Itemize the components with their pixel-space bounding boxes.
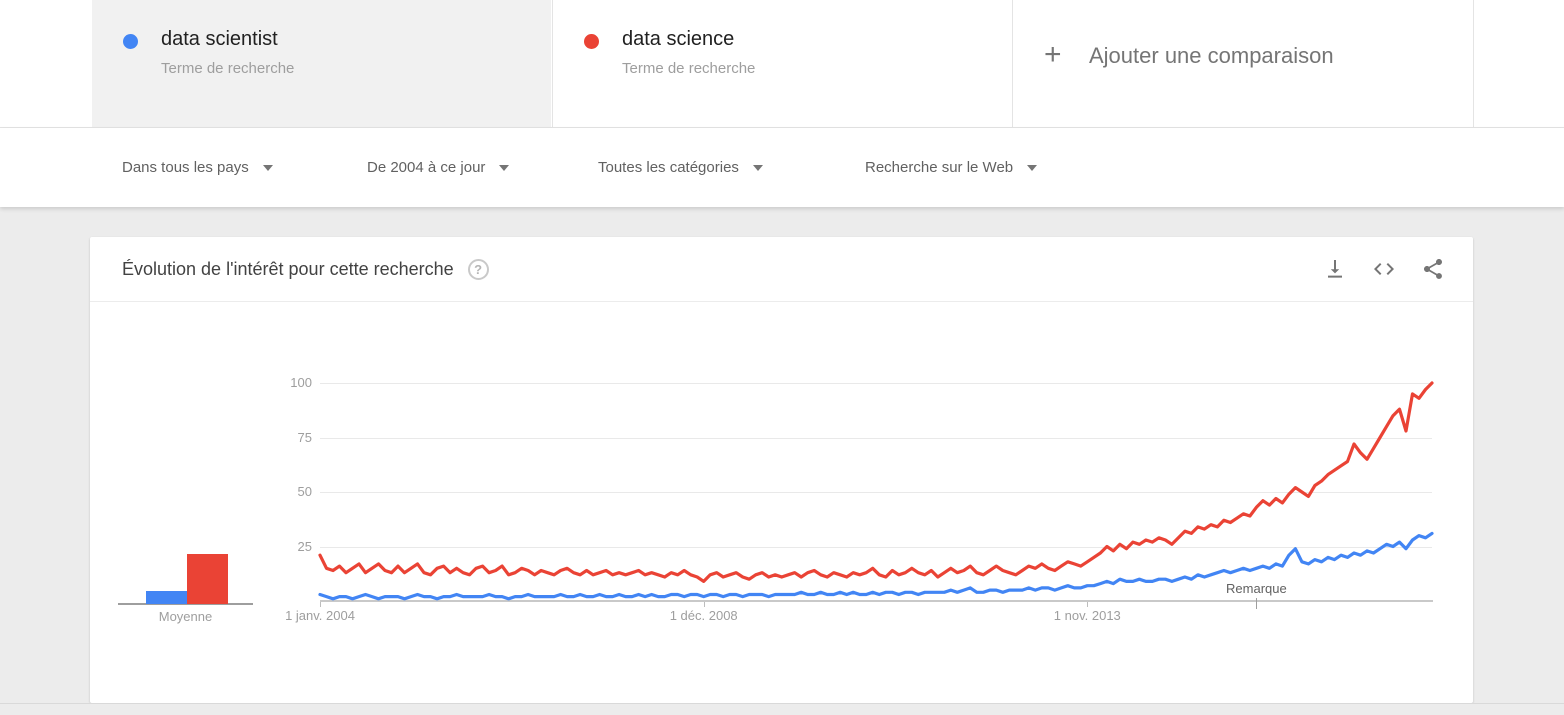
x-axis-label: 1 janv. 2004 [285, 608, 355, 623]
term-title[interactable]: data scientist [161, 28, 278, 50]
term-title[interactable]: data science [622, 28, 735, 50]
download-icon[interactable] [1323, 257, 1347, 281]
average-bar-data-scientist[interactable] [146, 591, 187, 604]
annotation-label[interactable]: Remarque [1226, 581, 1287, 596]
gridline-100 [320, 383, 1432, 384]
trend-line-data-scientist[interactable] [318, 531, 1434, 601]
filter-search-type-label: Recherche sur le Web [865, 159, 1014, 176]
help-icon[interactable]: ? [467, 258, 489, 280]
interest-over-time-card: Évolution de l'intérêt pour cette recher… [90, 237, 1473, 703]
x-tick-mark [703, 602, 705, 607]
filter-geo-label: Dans tous les pays [122, 159, 249, 176]
y-axis-label-25: 25 [297, 539, 312, 554]
term-card-data-scientist[interactable]: data scientist Terme de recherche [92, 0, 551, 127]
series-color-dot-red [584, 34, 599, 49]
gridline-75 [320, 438, 1432, 439]
x-tick-mark [320, 602, 321, 607]
chevron-down-icon [752, 164, 763, 171]
chevron-down-icon [1027, 164, 1038, 171]
y-axis-label-75: 75 [297, 430, 312, 445]
filter-geo-dropdown[interactable]: Dans tous les pays [122, 128, 273, 207]
card-title: Évolution de l'intérêt pour cette recher… [122, 258, 454, 279]
term-subtitle: Terme de recherche [622, 60, 756, 77]
embed-code-icon[interactable] [1372, 257, 1396, 281]
card-header: Évolution de l'intérêt pour cette recher… [90, 237, 1473, 302]
average-label: Moyenne [158, 609, 213, 624]
average-bar-data-science[interactable] [187, 554, 228, 604]
term-card-data-science[interactable]: data science Terme de recherche [552, 0, 1011, 127]
page-bottom-strip [0, 703, 1564, 715]
filter-search-type-dropdown[interactable]: Recherche sur le Web [865, 128, 1038, 207]
add-comparison-label: Ajouter une comparaison [1089, 43, 1334, 68]
gridline-50 [320, 492, 1432, 493]
x-tick-mark [1087, 602, 1089, 607]
filter-bar: Dans tous les pays De 2004 à ce jour Tou… [0, 128, 1564, 207]
chevron-down-icon [262, 164, 273, 171]
x-axis-label: 1 nov. 2013 [1053, 608, 1121, 623]
y-axis-label-100: 100 [290, 375, 312, 390]
trend-line-data-science[interactable] [318, 381, 1434, 583]
average-axis-line [118, 603, 253, 605]
y-axis-label-50: 50 [297, 484, 312, 499]
term-subtitle: Terme de recherche [161, 60, 295, 77]
gridline-25 [320, 547, 1432, 548]
filter-time-dropdown[interactable]: De 2004 à ce jour [367, 128, 510, 207]
share-icon[interactable] [1421, 257, 1445, 281]
x-axis-label: 1 déc. 2008 [669, 608, 738, 623]
filter-category-label: Toutes les catégories [598, 159, 739, 176]
card-actions [1323, 257, 1445, 281]
filter-category-dropdown[interactable]: Toutes les catégories [598, 128, 763, 207]
filter-time-label: De 2004 à ce jour [367, 159, 486, 176]
comparison-row: data scientist Terme de recherche data s… [0, 0, 1564, 128]
annotation-tick [1256, 598, 1258, 609]
chevron-down-icon [499, 164, 510, 171]
trend-line-chart[interactable] [318, 381, 1434, 601]
series-color-dot-blue [123, 34, 138, 49]
x-axis-line [320, 600, 1433, 602]
add-comparison-button[interactable]: + Ajouter une comparaison [1012, 0, 1474, 127]
plus-icon: + [1044, 38, 1062, 71]
